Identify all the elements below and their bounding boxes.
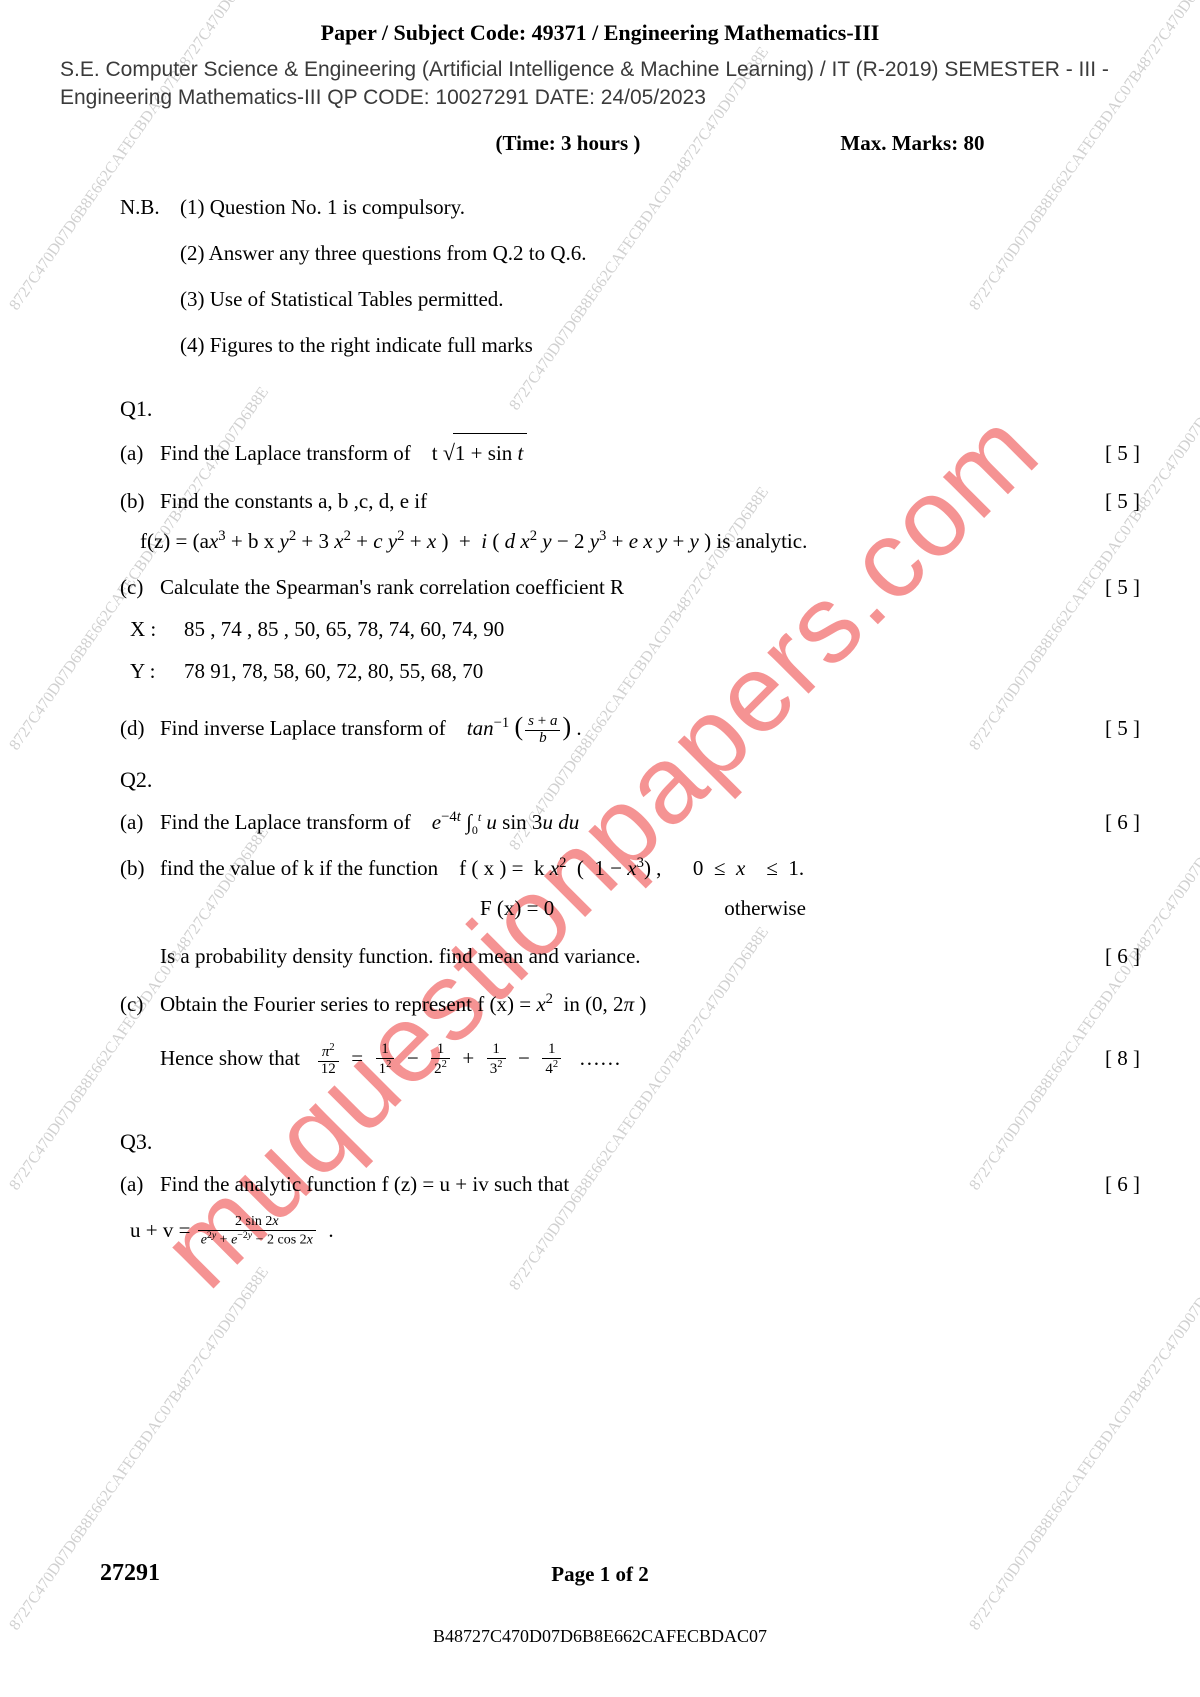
- q2b-letter: (b): [120, 849, 160, 889]
- q1d-marks: [ 5 ]: [1070, 709, 1140, 749]
- q1b-text: Find the constants a, b ,c, d, e if: [160, 482, 1070, 522]
- time-label: (Time: 3 hours ): [496, 131, 641, 156]
- q1a-letter: (a): [120, 434, 160, 474]
- q1a-row: (a) Find the Laplace transform of t √ 1 …: [120, 432, 1140, 474]
- q1c-y-row: Y : 78 91, 78, 58, 60, 72, 80, 55, 68, 7…: [130, 650, 1140, 692]
- q1c-x-row: X : 85 , 74 , 85 , 50, 65, 78, 74, 60, 7…: [130, 608, 1140, 650]
- footer-page: Page 1 of 2: [0, 1562, 1200, 1587]
- q2a-marks: [ 6 ]: [1070, 803, 1140, 843]
- q2a-letter: (a): [120, 803, 160, 843]
- q2c-marks: [ 8 ]: [1070, 1039, 1140, 1079]
- q2b-fx0: F (x) = 0: [480, 889, 554, 929]
- q1b-marks: [ 5 ]: [1070, 482, 1140, 522]
- time-marks-row: (Time: 3 hours ) Max. Marks: 80: [60, 131, 1140, 156]
- q3a-letter: (a): [120, 1165, 160, 1205]
- q2c-hence-row: Hence show that π212 = 112 − 122 + 132 −…: [120, 1039, 1140, 1079]
- q1c-text: Calculate the Spearman's rank correlatio…: [160, 568, 1070, 608]
- q1c-y-label: Y :: [130, 650, 160, 692]
- q1c-x-label: X :: [130, 608, 160, 650]
- q1b-row: (b) Find the constants a, b ,c, d, e if …: [120, 482, 1140, 522]
- footer-code: B48727C470D07D6B8E662CAFECBDAC07: [0, 1626, 1200, 1647]
- q1d-letter: (d): [120, 709, 160, 749]
- q2a-row: (a) Find the Laplace transform of e−4t ∫…: [120, 803, 1140, 843]
- q2c-text: Obtain the Fourier series to represent f…: [160, 985, 1070, 1025]
- q3a-marks: [ 6 ]: [1070, 1165, 1140, 1205]
- nb-item-4: (4) Figures to the right indicate full m…: [180, 322, 533, 368]
- q1d-row: (d) Find inverse Laplace transform of ta…: [120, 702, 1140, 751]
- q1c-letter: (c): [120, 568, 160, 608]
- q2-label: Q2.: [120, 767, 1140, 793]
- q1a-marks: [ 5 ]: [1070, 434, 1140, 474]
- q2b-otherwise: otherwise: [724, 889, 806, 929]
- nb-label: N.B.: [120, 184, 180, 230]
- q3a-row: (a) Find the analytic function f (z) = u…: [120, 1165, 1140, 1205]
- q1b-eq: f(z) = (ax3 + b x y2 + 3 x2 + c y2 + x )…: [140, 522, 1140, 562]
- q1d-text: Find inverse Laplace transform of tan−1 …: [160, 702, 1070, 751]
- max-marks-label: Max. Marks: 80: [780, 131, 984, 156]
- subtitle: S.E. Computer Science & Engineering (Art…: [60, 56, 1140, 113]
- q2b-line2: F (x) = 0 otherwise: [120, 889, 1140, 929]
- q2b-line3-row: Is a probability density function. find …: [120, 937, 1140, 977]
- nb-block: N.B. (1) Question No. 1 is compulsory. (…: [120, 184, 1140, 369]
- paper-code-line: Paper / Subject Code: 49371 / Engineerin…: [60, 20, 1140, 46]
- q1b-letter: (b): [120, 482, 160, 522]
- q3a-text: Find the analytic function f (z) = u + i…: [160, 1165, 1070, 1205]
- nb-item-1: (1) Question No. 1 is compulsory.: [180, 184, 465, 230]
- q2b-text: find the value of k if the function f ( …: [160, 849, 1070, 889]
- q1a-text: Find the Laplace transform of t √ 1 + si…: [160, 432, 1070, 474]
- q1c-row: (c) Calculate the Spearman's rank correl…: [120, 568, 1140, 608]
- q3a-eq: u + v = 2 sin 2xe2y + e−2y − 2 cos 2x .: [130, 1211, 1140, 1251]
- q1c-x-vals: 85 , 74 , 85 , 50, 65, 78, 74, 60, 74, 9…: [184, 608, 504, 650]
- q2c-hence: Hence show that π212 = 112 − 122 + 132 −…: [160, 1039, 1070, 1079]
- q1c-marks: [ 5 ]: [1070, 568, 1140, 608]
- nb-item-3: (3) Use of Statistical Tables permitted.: [180, 276, 504, 322]
- q3-label: Q3.: [120, 1129, 1140, 1155]
- q2a-text: Find the Laplace transform of e−4t ∫0t u…: [160, 803, 1070, 843]
- q2b-marks: [ 6 ]: [1070, 937, 1140, 977]
- q2b-line3: Is a probability density function. find …: [160, 937, 1070, 977]
- q2c-letter: (c): [120, 985, 160, 1025]
- nb-item-2: (2) Answer any three questions from Q.2 …: [180, 230, 587, 276]
- q2c-row: (c) Obtain the Fourier series to represe…: [120, 985, 1140, 1025]
- q1-label: Q1.: [120, 396, 1140, 422]
- q1c-y-vals: 78 91, 78, 58, 60, 72, 80, 55, 68, 70: [184, 650, 483, 692]
- q2b-row: (b) find the value of k if the function …: [120, 849, 1140, 889]
